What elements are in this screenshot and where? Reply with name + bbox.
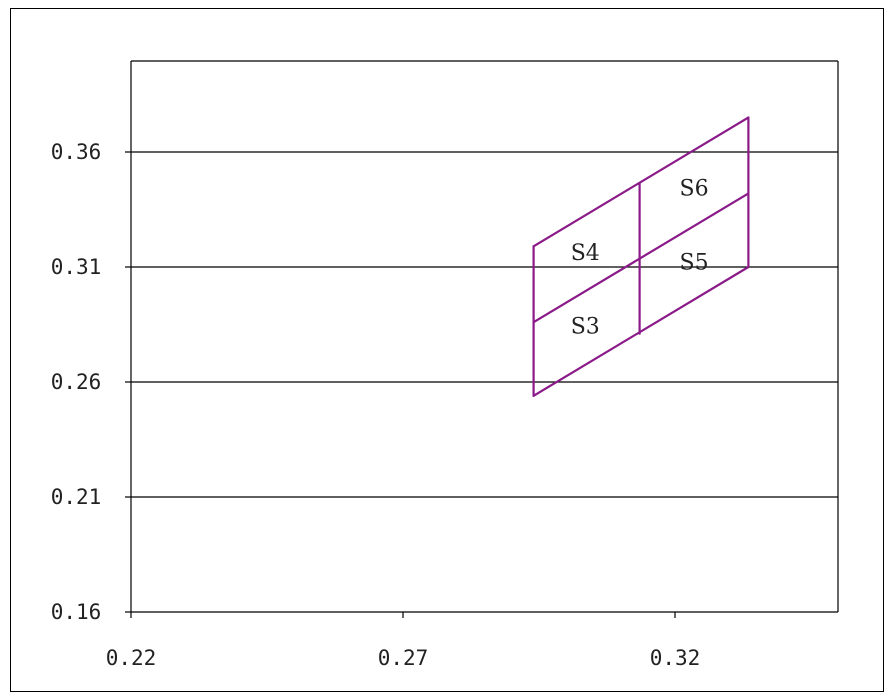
x-tick-label: 0.27 (378, 646, 429, 670)
series-layer (532, 116, 750, 397)
y-tick-label: 0.21 (51, 485, 102, 509)
y-tick-label: 0.36 (51, 140, 102, 164)
axes-layer (130, 60, 839, 613)
x-tick-label: 0.32 (650, 646, 701, 670)
y-tick-label: 0.31 (51, 255, 102, 279)
region-label-s3: S3 (571, 315, 600, 340)
region-boundary-line (532, 192, 750, 324)
grid-layer (131, 151, 838, 498)
x-tick-label: 0.22 (106, 646, 157, 670)
y-tick-label: 0.16 (51, 600, 102, 624)
region-boundary-line (532, 116, 750, 248)
chart-frame (10, 8, 884, 692)
label-layer: S3 S4 S5 S6 (571, 177, 709, 340)
region-label-s4: S4 (571, 241, 600, 266)
region-label-s6: S6 (680, 177, 709, 202)
tick-layer: 0.16 0.21 0.26 0.31 0.36 0.22 0.27 0.32 (51, 140, 701, 670)
y-tick-label: 0.26 (51, 370, 102, 394)
region-boundary-line (532, 265, 750, 397)
region-label-s5: S5 (680, 250, 709, 275)
